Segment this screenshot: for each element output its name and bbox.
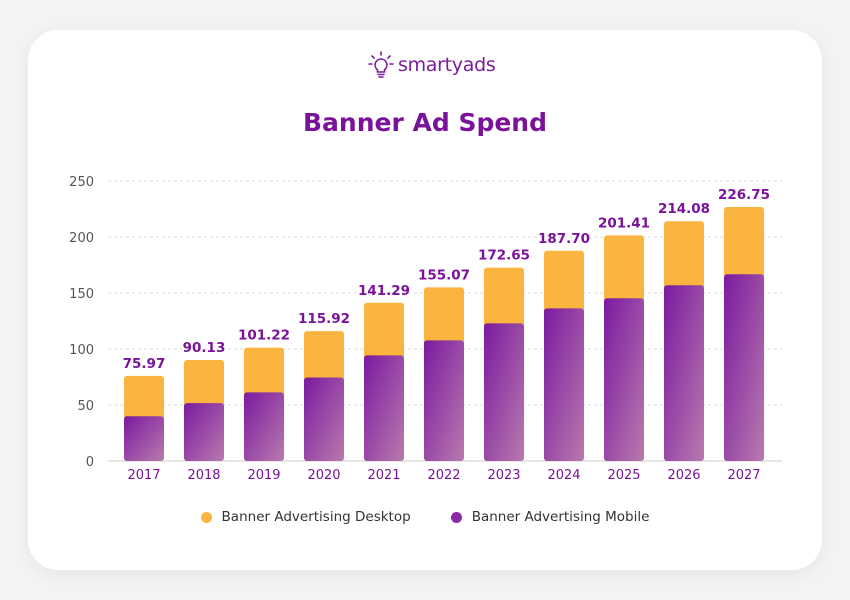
lightbulb-icon [368, 51, 394, 78]
bar-desktop [604, 235, 644, 303]
total-label: 201.41 [598, 215, 650, 231]
bar-desktop [304, 331, 344, 382]
x-tick-label: 2027 [727, 468, 760, 483]
legend-item-desktop: Banner Advertising Desktop [200, 509, 411, 525]
y-tick-label: 0 [86, 455, 94, 470]
bar-desktop [364, 302, 404, 360]
y-tick-label: 100 [69, 343, 94, 358]
x-tick-label: 2017 [127, 468, 160, 483]
bar-desktop [544, 250, 584, 313]
bar-desktop [664, 221, 704, 290]
total-label: 141.29 [358, 283, 410, 299]
bar-mobile [424, 340, 464, 461]
y-tick-label: 250 [69, 175, 94, 190]
total-label: 172.65 [478, 248, 530, 264]
bar-mobile [544, 308, 584, 461]
bar-desktop [424, 287, 464, 345]
total-label: 90.13 [183, 340, 226, 356]
y-tick-label: 50 [77, 399, 94, 414]
logo-text: smartyads [398, 54, 496, 76]
bar-mobile [304, 377, 344, 461]
bar-desktop [124, 375, 164, 421]
y-tick-label: 150 [69, 287, 94, 302]
chart-title: Banner Ad Spend [302, 108, 547, 137]
total-label: 187.70 [538, 231, 590, 247]
bar-desktop [244, 347, 284, 397]
bar-mobile [664, 285, 704, 461]
bar-mobile [484, 323, 524, 461]
logo: smartyads [366, 50, 496, 80]
bar-mobile [184, 403, 224, 461]
x-tick-label: 2025 [607, 468, 640, 483]
bar-mobile [124, 416, 164, 461]
bar-desktop [484, 267, 524, 328]
x-tick-label: 2021 [367, 468, 400, 483]
x-tick-label: 2020 [307, 468, 340, 483]
total-label: 214.08 [658, 201, 710, 217]
bar-desktop [724, 207, 764, 279]
legend: Banner Advertising Desktop Banner Advert… [0, 509, 850, 525]
total-label: 115.92 [298, 311, 350, 327]
total-label: 75.97 [123, 356, 166, 372]
x-tick-label: 2018 [187, 468, 220, 483]
total-label: 226.75 [718, 187, 770, 203]
legend-dot-mobile [450, 511, 462, 523]
bar-mobile [364, 355, 404, 461]
x-tick-label: 2026 [667, 468, 700, 483]
y-tick-label: 200 [69, 231, 94, 246]
bar-mobile [604, 298, 644, 461]
bar-desktop [184, 360, 224, 408]
legend-dot-desktop [200, 511, 212, 523]
legend-label-mobile: Banner Advertising Mobile [471, 509, 650, 525]
bar-mobile [244, 392, 284, 461]
bar-mobile [724, 274, 764, 461]
x-tick-label: 2022 [427, 468, 460, 483]
legend-item-mobile: Banner Advertising Mobile [450, 509, 650, 525]
x-tick-label: 2024 [547, 468, 580, 483]
total-label: 101.22 [238, 328, 290, 344]
x-tick-label: 2019 [247, 468, 280, 483]
legend-label-desktop: Banner Advertising Desktop [221, 509, 411, 525]
total-label: 155.07 [418, 267, 470, 283]
x-tick-label: 2023 [487, 468, 520, 483]
